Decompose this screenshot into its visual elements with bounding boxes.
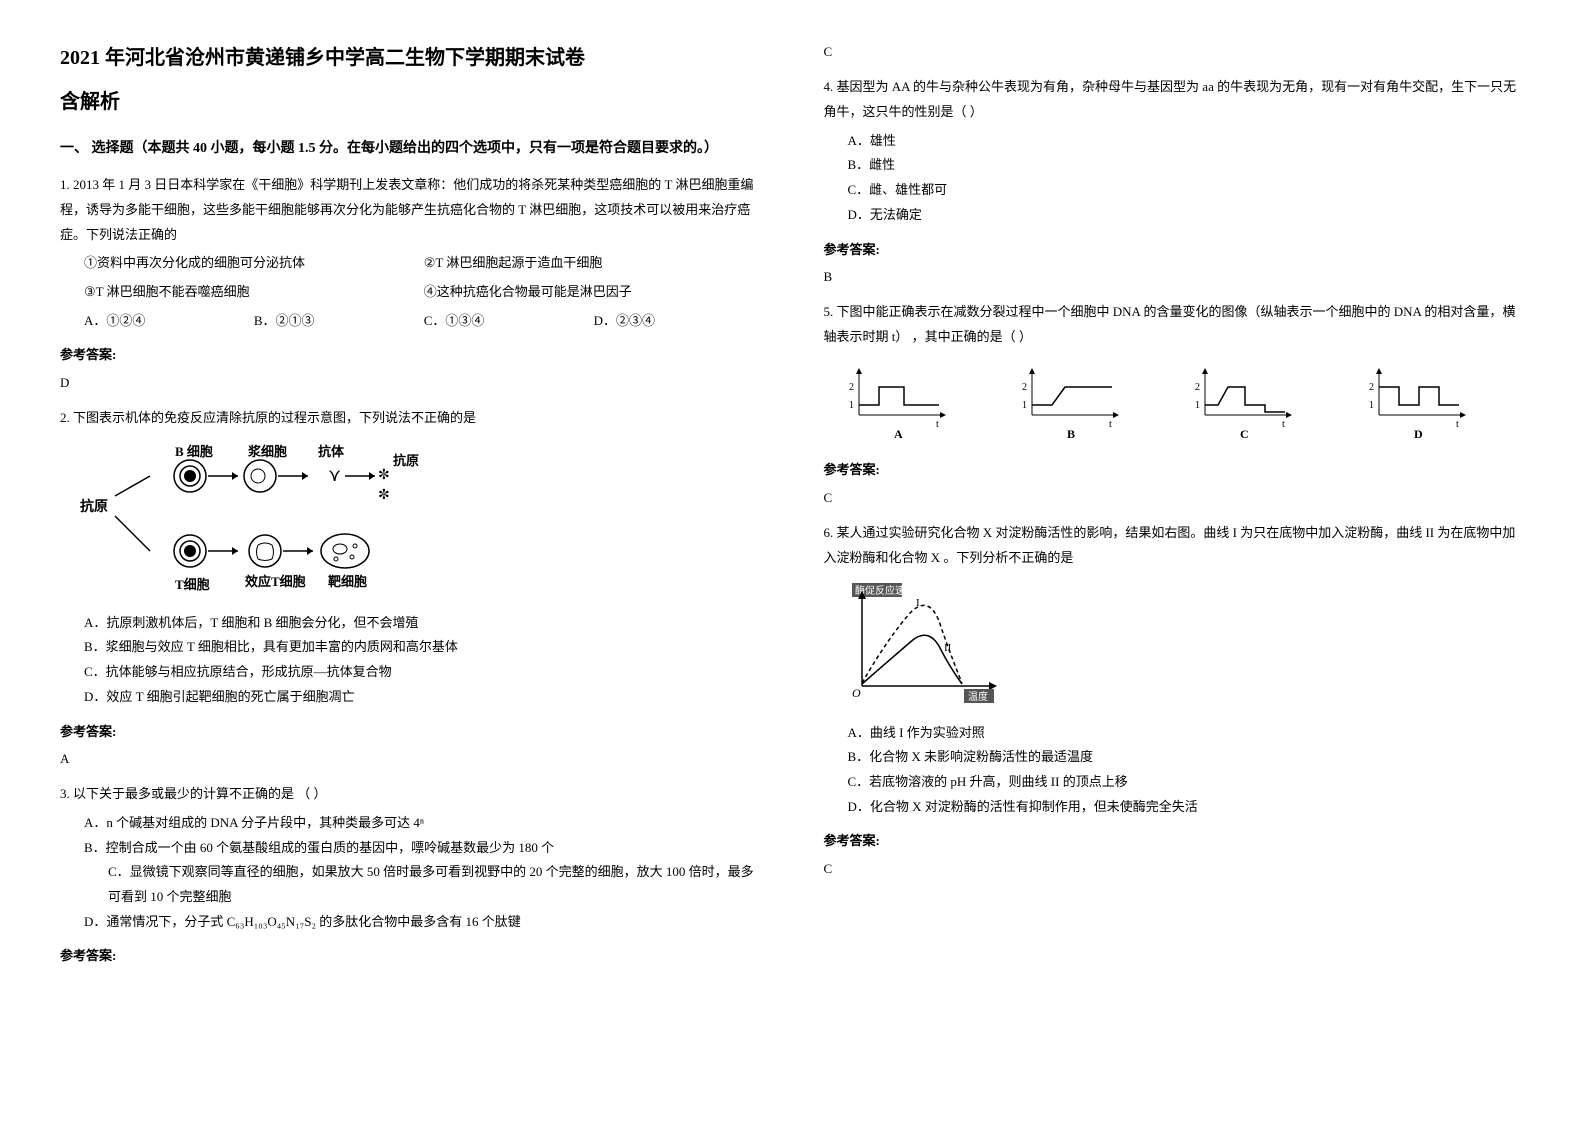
q3-optA: A．n 个碱基对组成的 DNA 分子片段中，其种类最多可达 4ⁿ: [84, 811, 764, 836]
exam-subtitle: 含解析: [60, 84, 764, 120]
q2-answer-label: 参考答案:: [60, 720, 764, 743]
question-5: 5. 下图中能正确表示在减数分裂过程中一个细胞中 DNA 的含量变化的图像（纵轴…: [824, 300, 1528, 448]
diagram-antigen-left: 抗原: [80, 498, 108, 515]
svg-text:II: II: [944, 642, 952, 654]
svg-text:t: t: [1282, 419, 1285, 430]
exam-title: 2021 年河北省沧州市黄递铺乡中学高二生物下学期期末试卷: [60, 40, 764, 76]
q3-stem: 3. 以下关于最多或最少的计算不正确的是 （ ）: [60, 782, 764, 807]
q5-answer-label: 参考答案:: [824, 458, 1528, 481]
svg-text:⋎: ⋎: [328, 465, 341, 485]
svg-text:2: 2: [849, 382, 854, 393]
svg-text:t: t: [1456, 419, 1459, 430]
left-column: 2021 年河北省沧州市黄递铺乡中学高二生物下学期期末试卷 含解析 一、 选择题…: [60, 40, 764, 972]
question-4: 4. 基因型为 AA 的牛与杂种公牛表现为有角，杂种母牛与基因型为 aa 的牛表…: [824, 75, 1528, 227]
q4-optC: C．雌、雄性都可: [848, 178, 1528, 203]
svg-text:O: O: [852, 686, 861, 700]
svg-text:1: 1: [1369, 400, 1374, 411]
section1-header: 一、 选择题（本题共 40 小题，每小题 1.5 分。在每小题给出的四个选项中，…: [60, 136, 764, 161]
svg-text:1: 1: [1195, 400, 1200, 411]
q4-optA: A．雄性: [848, 129, 1528, 154]
svg-text:C: C: [1240, 427, 1249, 440]
svg-text:I: I: [916, 597, 920, 609]
svg-text:B: B: [1067, 427, 1075, 440]
question-1: 1. 2013 年 1 月 3 日日本科学家在《干细胞》科学期刊上发表文章称：他…: [60, 173, 764, 333]
q6-optD: D．化合物 X 对淀粉酶的活性有抑制作用，但未使酶完全失活: [848, 795, 1528, 820]
svg-text:2: 2: [1369, 382, 1374, 393]
q6-optC: C．若底物溶液的 pH 升高，则曲线 II 的顶点上移: [848, 770, 1528, 795]
diagram-plasma: 浆细胞: [247, 444, 287, 459]
svg-text:1: 1: [1022, 400, 1027, 411]
q1-sub1: ①资料中再次分化成的细胞可分泌抗体: [84, 251, 424, 276]
q2-answer: A: [60, 747, 764, 770]
q2-optB: B．浆细胞与效应 T 细胞相比，具有更加丰富的内质网和高尔基体: [84, 635, 764, 660]
svg-text:温度: 温度: [968, 690, 988, 703]
diagram-target: 靶细胞: [328, 574, 367, 589]
q1-optC: C．①③④: [424, 309, 594, 334]
svg-text:A: A: [894, 427, 903, 440]
q4-optD: D．无法确定: [848, 203, 1528, 228]
q6-optA: A．曲线 I 作为实验对照: [848, 721, 1528, 746]
q4-answer: B: [824, 265, 1528, 288]
q4-optB: B．雌性: [848, 153, 1528, 178]
q1-stem: 1. 2013 年 1 月 3 日日本科学家在《干细胞》科学期刊上发表文章称：他…: [60, 173, 764, 247]
q3-answer: C: [824, 40, 1528, 63]
page-container: 2021 年河北省沧州市黄递铺乡中学高二生物下学期期末试卷 含解析 一、 选择题…: [60, 40, 1527, 972]
question-6: 6. 某人通过实验研究化合物 X 对淀粉酶活性的影响，结果如右图。曲线 I 为只…: [824, 521, 1528, 819]
q1-answer: D: [60, 371, 764, 394]
q3-answer-label: 参考答案:: [60, 944, 764, 967]
diagram-antigen2: 抗原: [393, 453, 419, 468]
svg-text:2: 2: [1022, 382, 1027, 393]
q1-sub2: ②T 淋巴细胞起源于造血干细胞: [424, 251, 764, 276]
q6-answer: C: [824, 857, 1528, 880]
diagram-antibody: 抗体: [318, 444, 345, 459]
q5-chart-D: 1 2 t D: [1364, 360, 1527, 449]
q1-optA: A．①②④: [84, 309, 254, 334]
question-3: 3. 以下关于最多或最少的计算不正确的是 （ ） A．n 个碱基对组成的 DNA…: [60, 782, 764, 934]
q1-optD: D．②③④: [594, 309, 764, 334]
q6-stem: 6. 某人通过实验研究化合物 X 对淀粉酶活性的影响，结果如右图。曲线 I 为只…: [824, 521, 1528, 570]
q2-optD: D．效应 T 细胞引起靶细胞的死亡属于细胞凋亡: [84, 685, 764, 710]
q2-diagram: 抗原 B 细胞 浆细胞 抗体 ⋎: [60, 441, 764, 601]
q2-stem: 2. 下图表示机体的免疫反应清除抗原的过程示意图，下列说法不正确的是: [60, 406, 764, 431]
svg-text:2: 2: [1195, 382, 1200, 393]
q5-chart-A: 1 2 t A: [844, 360, 1007, 449]
q4-stem: 4. 基因型为 AA 的牛与杂种公牛表现为有角，杂种母牛与基因型为 aa 的牛表…: [824, 75, 1528, 124]
q6-chart: 酶促反应速率 O 温度 I II: [824, 581, 1528, 711]
q1-sub4: ④这种抗癌化合物最可能是淋巴因子: [424, 280, 764, 305]
diagram-tcell: T细胞: [175, 577, 210, 592]
q6-optB: B．化合物 X 未影响淀粉酶活性的最适温度: [848, 745, 1528, 770]
q2-optA: A．抗原刺激机体后，T 细胞和 B 细胞会分化，但不会增殖: [84, 611, 764, 636]
right-column: C 4. 基因型为 AA 的牛与杂种公牛表现为有角，杂种母牛与基因型为 aa 的…: [824, 40, 1528, 972]
q5-chart-C: 1 2 t C: [1190, 360, 1353, 449]
q3-optC: C．显微镜下观察同等直径的细胞，如果放大 50 倍时最多可看到视野中的 20 个…: [84, 860, 764, 909]
q5-charts: 1 2 t A 1 2: [844, 360, 1528, 449]
svg-text:✼: ✼: [378, 488, 390, 503]
svg-text:1: 1: [849, 400, 854, 411]
svg-text:D: D: [1414, 427, 1423, 440]
svg-text:t: t: [936, 419, 939, 430]
q3-optD: D．通常情况下，分子式 C₆₃H₁₀₃O₄₅N₁₇S₂ 的多肽化合物中最多含有 …: [84, 910, 764, 935]
q5-chart-B: 1 2 t B: [1017, 360, 1180, 449]
q1-sub3: ③T 淋巴细胞不能吞噬癌细胞: [84, 280, 424, 305]
q5-answer: C: [824, 486, 1528, 509]
svg-text:t: t: [1109, 419, 1112, 430]
q1-answer-label: 参考答案:: [60, 343, 764, 366]
q4-answer-label: 参考答案:: [824, 238, 1528, 261]
immune-diagram: 抗原 B 细胞 浆细胞 抗体 ⋎: [80, 441, 460, 601]
diagram-bcell: B 细胞: [175, 444, 213, 459]
q3-optB: B．控制合成一个由 60 个氨基酸组成的蛋白质的基因中，嘌呤碱基数最少为 180…: [84, 836, 764, 861]
q2-optC: C．抗体能够与相应抗原结合，形成抗原—抗体复合物: [84, 660, 764, 685]
svg-text:✼: ✼: [378, 468, 390, 483]
q1-optB: B．②①③: [254, 309, 424, 334]
q5-stem: 5. 下图中能正确表示在减数分裂过程中一个细胞中 DNA 的含量变化的图像（纵轴…: [824, 300, 1528, 349]
question-2: 2. 下图表示机体的免疫反应清除抗原的过程示意图，下列说法不正确的是 抗原 B …: [60, 406, 764, 709]
diagram-effector-t: 效应T细胞: [245, 574, 306, 589]
q6-answer-label: 参考答案:: [824, 829, 1528, 852]
